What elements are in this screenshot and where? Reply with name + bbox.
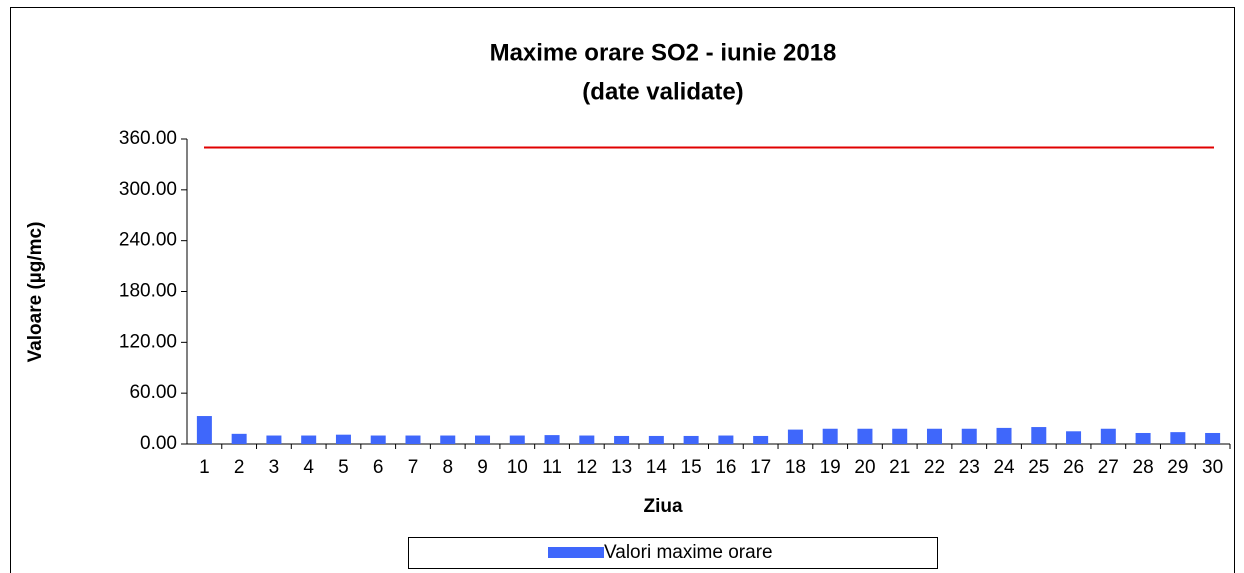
x-tick-label: 11 bbox=[542, 457, 562, 478]
bar bbox=[440, 435, 456, 444]
y-tick-label: 180.00 bbox=[119, 281, 177, 302]
bar bbox=[196, 416, 212, 444]
bar bbox=[1100, 428, 1116, 444]
x-tick-label: 21 bbox=[889, 457, 910, 478]
x-tick-label: 7 bbox=[408, 457, 419, 478]
x-tick-label: 18 bbox=[785, 457, 806, 478]
legend-swatch bbox=[548, 547, 604, 558]
x-tick-label: 23 bbox=[959, 457, 980, 478]
bar bbox=[961, 428, 977, 444]
x-tick-label: 4 bbox=[303, 457, 314, 478]
bar bbox=[1066, 431, 1082, 444]
bar bbox=[892, 428, 908, 444]
bar bbox=[614, 435, 630, 444]
chart-subtitle: (date validate) bbox=[582, 78, 743, 105]
bar bbox=[579, 435, 595, 444]
y-axis-label: Valoare (µg/mc) bbox=[25, 222, 46, 363]
x-tick-label: 19 bbox=[820, 457, 841, 478]
bar bbox=[787, 429, 803, 444]
x-tick-label: 6 bbox=[373, 457, 384, 478]
y-tick-label: 120.00 bbox=[119, 331, 177, 352]
x-tick-label: 8 bbox=[442, 457, 453, 478]
x-axis-label: Ziua bbox=[643, 496, 682, 517]
x-tick-label: 9 bbox=[477, 457, 488, 478]
y-tick-label: 360.00 bbox=[119, 128, 177, 149]
bar bbox=[857, 428, 873, 444]
bar bbox=[996, 427, 1012, 444]
bar bbox=[509, 435, 525, 444]
x-tick-label: 16 bbox=[715, 457, 736, 478]
bar bbox=[822, 428, 838, 444]
x-tick-label: 17 bbox=[750, 457, 771, 478]
x-tick-label: 28 bbox=[1133, 457, 1154, 478]
x-tick-label: 29 bbox=[1167, 457, 1188, 478]
x-tick-label: 13 bbox=[611, 457, 632, 478]
bar bbox=[1205, 432, 1221, 444]
y-tick-label: 240.00 bbox=[119, 230, 177, 251]
x-tick-label: 20 bbox=[854, 457, 875, 478]
x-tick-label: 5 bbox=[338, 457, 349, 478]
y-tick-label: 0.00 bbox=[140, 433, 177, 454]
bar bbox=[405, 435, 421, 444]
x-tick-label: 30 bbox=[1202, 457, 1223, 478]
x-tick-label: 14 bbox=[646, 457, 668, 478]
bar bbox=[1031, 427, 1047, 444]
bar bbox=[544, 435, 560, 444]
x-tick-label: 27 bbox=[1098, 457, 1119, 478]
bar bbox=[1170, 432, 1186, 444]
bar bbox=[475, 435, 491, 444]
x-tick-label: 1 bbox=[199, 457, 210, 478]
bar bbox=[335, 434, 351, 444]
x-tick-label: 25 bbox=[1028, 457, 1049, 478]
x-tick-label: 2 bbox=[234, 457, 245, 478]
x-tick-label: 24 bbox=[993, 457, 1015, 478]
chart-title: Maxime orare SO2 - iunie 2018 bbox=[490, 39, 837, 66]
bar bbox=[301, 435, 317, 444]
y-tick-label: 300.00 bbox=[119, 179, 177, 200]
legend-label: Valori maxime orare bbox=[604, 542, 773, 563]
bar bbox=[370, 435, 386, 444]
bar bbox=[648, 435, 664, 444]
bar bbox=[1135, 432, 1151, 444]
bar bbox=[231, 433, 247, 444]
chart-frame bbox=[10, 7, 1235, 573]
y-tick-label: 60.00 bbox=[129, 382, 177, 403]
bar bbox=[683, 435, 699, 444]
bar bbox=[718, 435, 734, 444]
bar bbox=[926, 428, 942, 444]
legend-box bbox=[408, 537, 938, 569]
x-tick-label: 26 bbox=[1063, 457, 1084, 478]
x-tick-label: 12 bbox=[576, 457, 597, 478]
x-tick-label: 3 bbox=[269, 457, 280, 478]
x-tick-label: 10 bbox=[507, 457, 528, 478]
x-tick-label: 22 bbox=[924, 457, 945, 478]
bar bbox=[266, 435, 282, 444]
bar bbox=[753, 435, 769, 444]
x-tick-label: 15 bbox=[681, 457, 702, 478]
